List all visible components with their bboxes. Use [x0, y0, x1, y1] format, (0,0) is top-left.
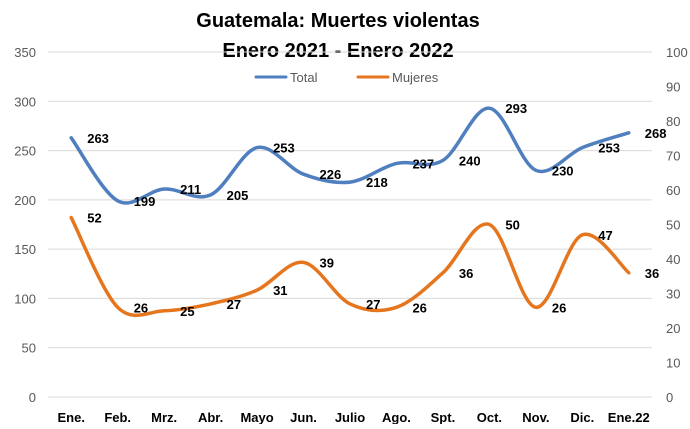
- series-lines: [71, 108, 629, 315]
- right-tick-label: 70: [666, 149, 680, 164]
- data-label-mujeres: 27: [366, 297, 380, 312]
- data-label-mujeres: 39: [320, 255, 334, 270]
- right-tick-label: 40: [666, 252, 680, 267]
- right-axis-ticks: 0 10 20 30 40 50 60 70 80 90 100: [666, 45, 688, 405]
- category-label: Spt.: [431, 410, 456, 424]
- category-label: Jun.: [290, 410, 317, 424]
- right-tick-label: 80: [666, 114, 680, 129]
- legend-label-total: Total: [290, 70, 318, 85]
- right-tick-label: 20: [666, 321, 680, 336]
- series-line-total: [71, 108, 629, 203]
- data-label-total: 268: [645, 126, 667, 141]
- data-label-total: 240: [459, 153, 481, 168]
- category-label: Mayo: [240, 410, 273, 424]
- data-label-total: 205: [227, 188, 249, 203]
- category-label: Oct.: [477, 410, 502, 424]
- left-tick-label: 350: [14, 45, 36, 60]
- category-label: Nov.: [522, 410, 549, 424]
- data-label-total: 218: [366, 175, 388, 190]
- right-tick-label: 90: [666, 80, 680, 95]
- data-label-total: 199: [134, 194, 156, 209]
- right-tick-label: 50: [666, 218, 680, 233]
- legend-label-mujeres: Mujeres: [392, 70, 439, 85]
- series-line-mujeres: [71, 218, 629, 316]
- data-label-mujeres: 31: [273, 283, 287, 298]
- right-tick-label: 30: [666, 287, 680, 302]
- left-tick-label: 200: [14, 193, 36, 208]
- left-tick-label: 250: [14, 144, 36, 159]
- data-labels: 263 199 211 205 253 226 218 237 240 293 230 253 268 5…: [87, 101, 666, 319]
- category-label: Julio: [335, 410, 365, 424]
- data-label-mujeres: 50: [505, 218, 519, 233]
- data-label-total: 263: [87, 131, 109, 146]
- left-tick-label: 0: [29, 390, 36, 405]
- data-label-mujeres: 52: [87, 211, 101, 226]
- data-label-mujeres: 36: [645, 266, 659, 281]
- right-tick-label: 10: [666, 356, 680, 371]
- left-axis-ticks: 0 50 100 150 200 250 300 350: [14, 45, 36, 405]
- data-label-mujeres: 36: [459, 266, 473, 281]
- data-label-total: 230: [552, 163, 574, 178]
- category-label: Dic.: [570, 410, 594, 424]
- category-label: Ago.: [382, 410, 411, 424]
- data-label-total: 293: [505, 101, 527, 116]
- left-tick-label: 150: [14, 242, 36, 257]
- data-label-total: 253: [273, 141, 295, 156]
- legend: Total Mujeres: [256, 70, 439, 85]
- data-label-total: 253: [598, 141, 620, 156]
- data-label-mujeres: 47: [598, 228, 612, 243]
- x-axis-category-labels: Ene. Feb. Mrz. Abr. Mayo Jun. Julio Ago. Spt. Oct…: [57, 410, 649, 424]
- right-tick-label: 0: [666, 390, 673, 405]
- chart-title-line-2: Enero 2021 - Enero 2022: [222, 40, 453, 62]
- chart-title-line-1: Guatemala: Muertes violentas: [196, 10, 479, 32]
- data-label-total: 211: [180, 182, 201, 197]
- category-label: Feb.: [104, 410, 131, 424]
- right-tick-label: 60: [666, 183, 680, 198]
- data-label-mujeres: 25: [180, 304, 194, 319]
- data-label-mujeres: 26: [134, 300, 148, 315]
- category-label: Ene.22: [608, 410, 650, 424]
- gridlines: [48, 52, 652, 397]
- data-label-mujeres: 27: [227, 297, 241, 312]
- data-label-mujeres: 26: [552, 300, 566, 315]
- category-label: Abr.: [198, 410, 223, 424]
- data-label-mujeres: 26: [412, 300, 426, 315]
- left-tick-label: 50: [22, 341, 36, 356]
- left-tick-label: 100: [14, 291, 36, 306]
- category-label: Ene.: [57, 410, 84, 424]
- data-label-total: 237: [412, 156, 434, 171]
- right-tick-label: 100: [666, 45, 688, 60]
- left-tick-label: 300: [14, 94, 36, 109]
- data-label-total: 226: [320, 167, 342, 182]
- category-label: Mrz.: [151, 410, 177, 424]
